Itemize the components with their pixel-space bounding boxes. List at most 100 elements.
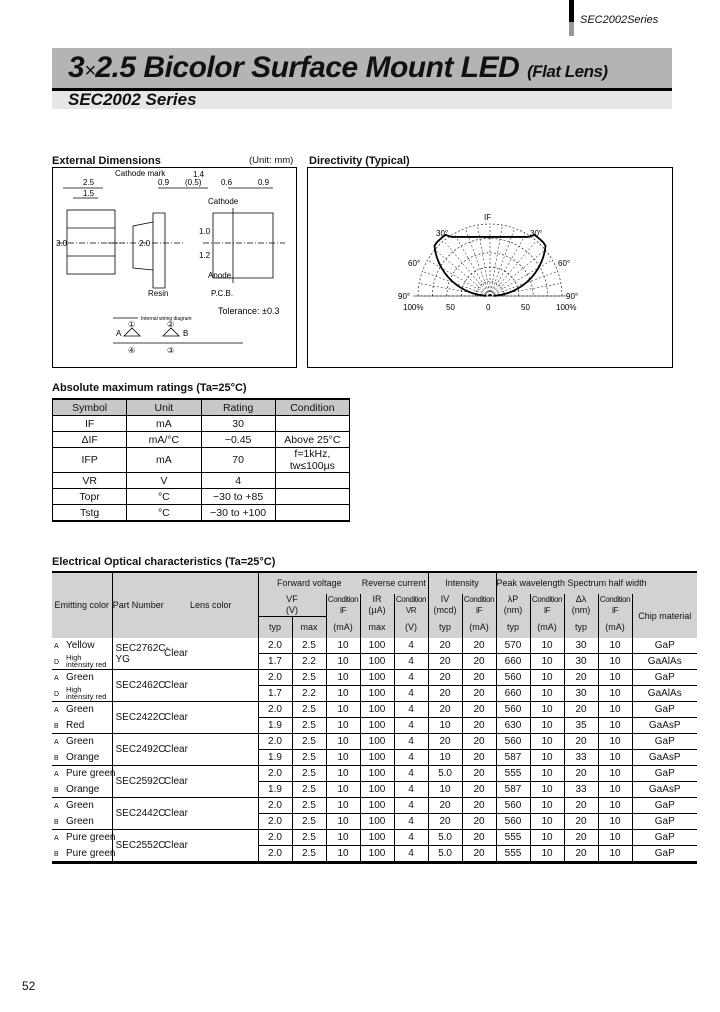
abs-cell: mA: [126, 415, 202, 432]
color-name: Green: [66, 800, 94, 812]
table-row: A Green SEC2422C Clear 2.0 2.5 10 100 4 20 20 560 10…: [52, 701, 697, 734]
value-cell: 10: [325, 749, 361, 766]
value-cell: 560: [495, 813, 531, 830]
label-50-left: 50: [446, 303, 455, 312]
value-cell: 100: [359, 717, 395, 734]
eo-unit-header: typ: [257, 616, 292, 638]
polar-ring: [460, 266, 520, 297]
value-cell: GaAsP: [631, 717, 697, 734]
value-cell: 4: [393, 653, 429, 670]
value-cell: 10: [325, 685, 361, 702]
value-cell: 20: [427, 701, 463, 718]
value-cell: 4: [393, 845, 429, 863]
title-prefix: 3: [68, 51, 85, 84]
value-cell: 10: [597, 829, 633, 846]
subheader-top: Condition: [395, 595, 427, 604]
value-cell: 4: [393, 638, 429, 654]
abs-cell: −0.45: [200, 431, 276, 448]
table-row: A Green SEC2462C Clear 2.0 2.5 10 100 4 20 20 560 10…: [52, 669, 697, 702]
table-row: ΔIF mA/°C −0.45 Above 25°C: [51, 431, 351, 448]
subheader-bottom: IF: [543, 606, 551, 615]
value-cell: 20: [427, 733, 463, 750]
value-cell: 10: [325, 781, 361, 798]
table-row: DHigh intensity red 1.7 2.2 10 100 4 20 20 660 10…: [52, 653, 697, 670]
abs-cell: °C: [126, 488, 202, 505]
table-row: A Green SEC2442C Clear 2.0 2.5 10 100 4 20 20 560 10…: [52, 797, 697, 830]
label-100-right: 100%: [556, 303, 576, 312]
value-cell: 4: [393, 717, 429, 734]
value-cell: 4: [393, 733, 429, 750]
value-cell: 100: [359, 653, 395, 670]
header-marker-bar: [569, 0, 574, 22]
subheader-bottom: (nm): [571, 605, 591, 616]
polar-spoke: [489, 228, 515, 297]
value-cell: 2.0: [257, 829, 292, 846]
value-cell: 10: [325, 797, 361, 814]
col-lens: Lens color: [164, 572, 258, 638]
abs-cell: ΔIF: [51, 431, 128, 448]
color-name: Pure green: [66, 832, 116, 844]
eo-unit-header: (V): [393, 616, 429, 638]
color-name: High intensity red: [66, 685, 107, 702]
abs-cell: Above 25°C: [274, 431, 351, 448]
value-cell: 10: [529, 829, 565, 846]
value-cell: 660: [495, 653, 531, 670]
value-cell: 100: [359, 669, 395, 686]
subheader-bottom: IF: [611, 606, 619, 615]
color-name: Pure green: [66, 768, 116, 780]
value-cell: 555: [495, 829, 531, 846]
value-cell: 587: [495, 781, 531, 798]
eo-unit-header: typ: [563, 616, 599, 638]
value-cell: 20: [563, 813, 599, 830]
value-cell: 20: [563, 701, 599, 718]
abs-cell: V: [126, 472, 202, 489]
col-part: Part Number: [111, 572, 164, 638]
abs-cell: 70: [200, 447, 276, 473]
subheader-top: Δλ: [575, 594, 587, 605]
chip-tag: A: [54, 835, 59, 843]
chip-tag: A: [54, 739, 59, 747]
value-cell: 20: [461, 765, 497, 782]
emitting-color: A Green: [52, 702, 112, 718]
value-cell: 10: [529, 765, 565, 782]
label-100-left: 100%: [403, 303, 423, 312]
value-cell: 10: [529, 733, 565, 750]
dim-1-2: 1.2: [199, 251, 211, 260]
eo-unit-header: (mA): [529, 616, 565, 638]
value-cell: 20: [563, 765, 599, 782]
label-anode: Anode: [208, 271, 232, 280]
value-cell: GaAlAs: [631, 685, 697, 702]
value-cell: 555: [495, 765, 531, 782]
value-cell: 10: [325, 733, 361, 750]
value-cell: 10: [427, 717, 463, 734]
tolerance-note: Tolerance: ±0.3: [218, 306, 279, 316]
eo-unit-header: max: [359, 616, 395, 638]
dim-1-4: 1.4: [193, 170, 205, 179]
value-cell: 630: [495, 717, 531, 734]
value-cell: 20: [427, 653, 463, 670]
part-number: SEC2492C: [111, 733, 166, 766]
value-cell: 20: [461, 669, 497, 686]
abs-cell: [274, 488, 351, 505]
directivity-curve: [433, 233, 547, 297]
subheader-top: Condition: [327, 595, 359, 604]
col-emitting: Emitting color: [52, 572, 112, 638]
table-row: VR V 4: [51, 472, 351, 489]
value-cell: 4: [393, 749, 429, 766]
value-cell: 20: [461, 653, 497, 670]
value-cell: 10: [529, 685, 565, 702]
dim-2-5: 2.5: [83, 178, 95, 187]
value-cell: 30: [563, 653, 599, 670]
subheader-top: IR: [372, 594, 382, 605]
abs-cell: −30 to +85: [200, 488, 276, 505]
table-row: B Pure green 2.0 2.5 10 100 4 5.0 20 555 10 20 10 GaP: [52, 845, 697, 863]
subtitle-bar: [52, 91, 672, 109]
value-cell: 2.5: [291, 669, 326, 686]
eo-unit-header: typ: [427, 616, 463, 638]
value-cell: 10: [325, 701, 361, 718]
value-cell: 20: [427, 797, 463, 814]
value-cell: 20: [427, 813, 463, 830]
emitting-color: A Pure green: [52, 766, 116, 782]
label-60-left: 60°: [408, 259, 420, 268]
abs-cell: Topr: [51, 488, 128, 505]
